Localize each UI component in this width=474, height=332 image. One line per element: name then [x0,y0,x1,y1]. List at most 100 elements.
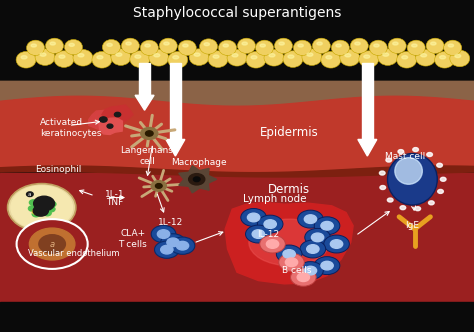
Ellipse shape [416,49,436,66]
Text: Dermis: Dermis [268,183,310,196]
Ellipse shape [178,40,196,55]
Circle shape [324,235,349,253]
Ellipse shape [444,40,462,55]
Ellipse shape [388,38,406,53]
Ellipse shape [298,44,303,47]
Circle shape [36,204,42,208]
Text: Langerhans
cell: Langerhans cell [120,146,173,166]
Circle shape [300,240,326,258]
Ellipse shape [450,50,470,67]
Circle shape [279,253,304,271]
Ellipse shape [92,51,112,68]
Circle shape [314,257,340,275]
Ellipse shape [407,40,425,55]
Ellipse shape [182,44,188,47]
Ellipse shape [59,55,65,58]
Circle shape [298,210,323,228]
Ellipse shape [355,42,360,45]
Circle shape [283,250,295,258]
Ellipse shape [249,219,329,266]
Ellipse shape [145,44,150,47]
Ellipse shape [159,38,177,53]
Circle shape [28,206,36,211]
Text: CLA+
T cells: CLA+ T cells [118,229,147,249]
Polygon shape [358,139,377,156]
Bar [0,0,474,83]
Circle shape [311,233,324,242]
Ellipse shape [302,49,322,65]
Circle shape [167,238,179,247]
Circle shape [47,207,55,212]
Ellipse shape [46,38,64,53]
Circle shape [151,181,166,191]
Circle shape [285,258,298,267]
Ellipse shape [204,42,210,46]
Circle shape [386,158,392,162]
Text: Activated
keratinocytes: Activated keratinocytes [40,118,102,137]
Circle shape [107,124,113,128]
Ellipse shape [269,53,275,57]
Circle shape [40,199,47,204]
Text: Vascular endothelium: Vascular endothelium [28,249,120,259]
Ellipse shape [395,158,422,184]
Circle shape [189,174,205,185]
Ellipse shape [130,51,150,67]
Circle shape [27,192,33,197]
Ellipse shape [293,40,311,55]
Circle shape [157,230,170,238]
Ellipse shape [251,55,257,59]
Circle shape [155,241,179,258]
Ellipse shape [208,51,228,67]
Circle shape [43,205,50,210]
Ellipse shape [448,44,454,47]
Ellipse shape [411,44,417,47]
Circle shape [39,235,65,253]
Ellipse shape [274,38,292,53]
Ellipse shape [35,49,55,65]
Polygon shape [89,109,119,131]
Circle shape [100,117,107,122]
Ellipse shape [326,55,332,59]
Ellipse shape [426,38,444,53]
Circle shape [260,235,285,253]
Circle shape [246,225,271,243]
Circle shape [437,163,442,167]
Ellipse shape [73,49,93,66]
Ellipse shape [173,55,179,59]
Polygon shape [362,63,373,139]
Circle shape [304,266,317,275]
Ellipse shape [288,55,294,58]
Circle shape [29,200,37,205]
Circle shape [257,215,283,233]
Text: TNF: TNF [107,198,124,207]
Ellipse shape [307,53,313,56]
Circle shape [298,262,323,280]
Ellipse shape [154,53,160,57]
Ellipse shape [317,42,322,45]
Ellipse shape [31,44,36,47]
Ellipse shape [194,53,200,56]
Circle shape [32,211,40,217]
Circle shape [33,206,48,216]
Ellipse shape [279,42,284,45]
Text: a: a [50,239,55,249]
Text: Lymph node: Lymph node [243,194,307,204]
Text: Epidermis: Epidermis [260,126,319,139]
Circle shape [8,184,76,231]
Ellipse shape [350,38,368,53]
Circle shape [297,273,310,282]
Ellipse shape [237,38,255,53]
Circle shape [304,215,317,223]
Text: Mast cell: Mast cell [385,151,425,161]
Ellipse shape [435,51,455,68]
Ellipse shape [69,43,74,46]
Text: B cells: B cells [282,266,311,275]
Ellipse shape [455,54,461,58]
Circle shape [438,190,443,194]
Ellipse shape [340,49,360,66]
Ellipse shape [242,42,247,45]
Circle shape [427,152,432,156]
Ellipse shape [369,40,387,55]
Ellipse shape [439,55,446,59]
Circle shape [440,177,446,181]
